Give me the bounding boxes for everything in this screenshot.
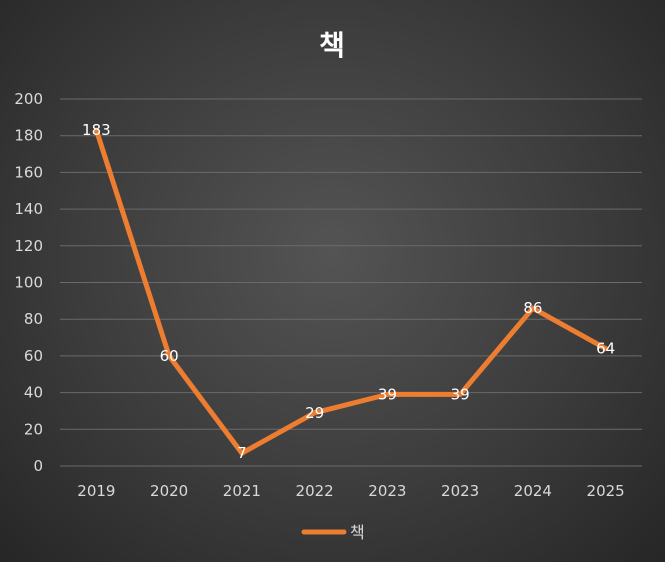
legend-label: 책 (350, 523, 365, 542)
y-tick-label: 40 (24, 384, 43, 402)
data-label: 64 (596, 340, 615, 358)
data-point (457, 391, 463, 397)
y-tick-label: 20 (24, 420, 43, 438)
data-label: 86 (523, 299, 542, 317)
data-label: 183 (82, 121, 111, 139)
x-tick-label: 2025 (587, 482, 625, 500)
y-tick-label: 120 (14, 237, 43, 255)
data-point (93, 127, 99, 133)
y-tick-label: 60 (24, 347, 43, 365)
data-point (312, 410, 318, 416)
data-labels: 183 60 7 29 39 39 86 64 (82, 121, 615, 462)
data-point (603, 346, 609, 352)
x-tick-label: 2022 (296, 482, 334, 500)
y-tick-label: 160 (14, 163, 43, 181)
legend: 책 (301, 523, 365, 542)
x-tick-label: 2019 (77, 482, 115, 500)
y-tick-label: 80 (24, 310, 43, 328)
data-label: 29 (305, 404, 324, 422)
data-point (239, 450, 245, 456)
y-tick-label: 0 (33, 457, 43, 475)
x-tick-label: 2024 (514, 482, 552, 500)
data-label: 39 (451, 385, 470, 403)
y-tick-label: 100 (14, 274, 43, 292)
data-label: 7 (237, 444, 247, 462)
data-point (166, 353, 172, 359)
x-tick-label: 2023 (368, 482, 406, 500)
series-lines (93, 127, 609, 456)
x-tick-label: 2020 (150, 482, 188, 500)
data-label: 39 (378, 385, 397, 403)
data-point (384, 391, 390, 397)
y-tick-label: 200 (14, 90, 43, 108)
chart-title: 책 (319, 29, 345, 62)
x-tick-label: 2021 (223, 482, 261, 500)
x-axis-ticks: 2019 2020 2021 2022 2023 2023 2024 2025 (77, 482, 624, 500)
x-tick-label: 2023 (441, 482, 479, 500)
y-tick-label: 140 (14, 200, 43, 218)
data-label: 60 (160, 347, 179, 365)
y-axis-ticks: 0 20 40 60 80 100 120 140 160 180 200 (14, 90, 43, 475)
series-line-0 (93, 127, 609, 456)
data-point (530, 305, 536, 311)
gridlines (60, 98, 642, 467)
y-tick-label: 180 (14, 127, 43, 145)
